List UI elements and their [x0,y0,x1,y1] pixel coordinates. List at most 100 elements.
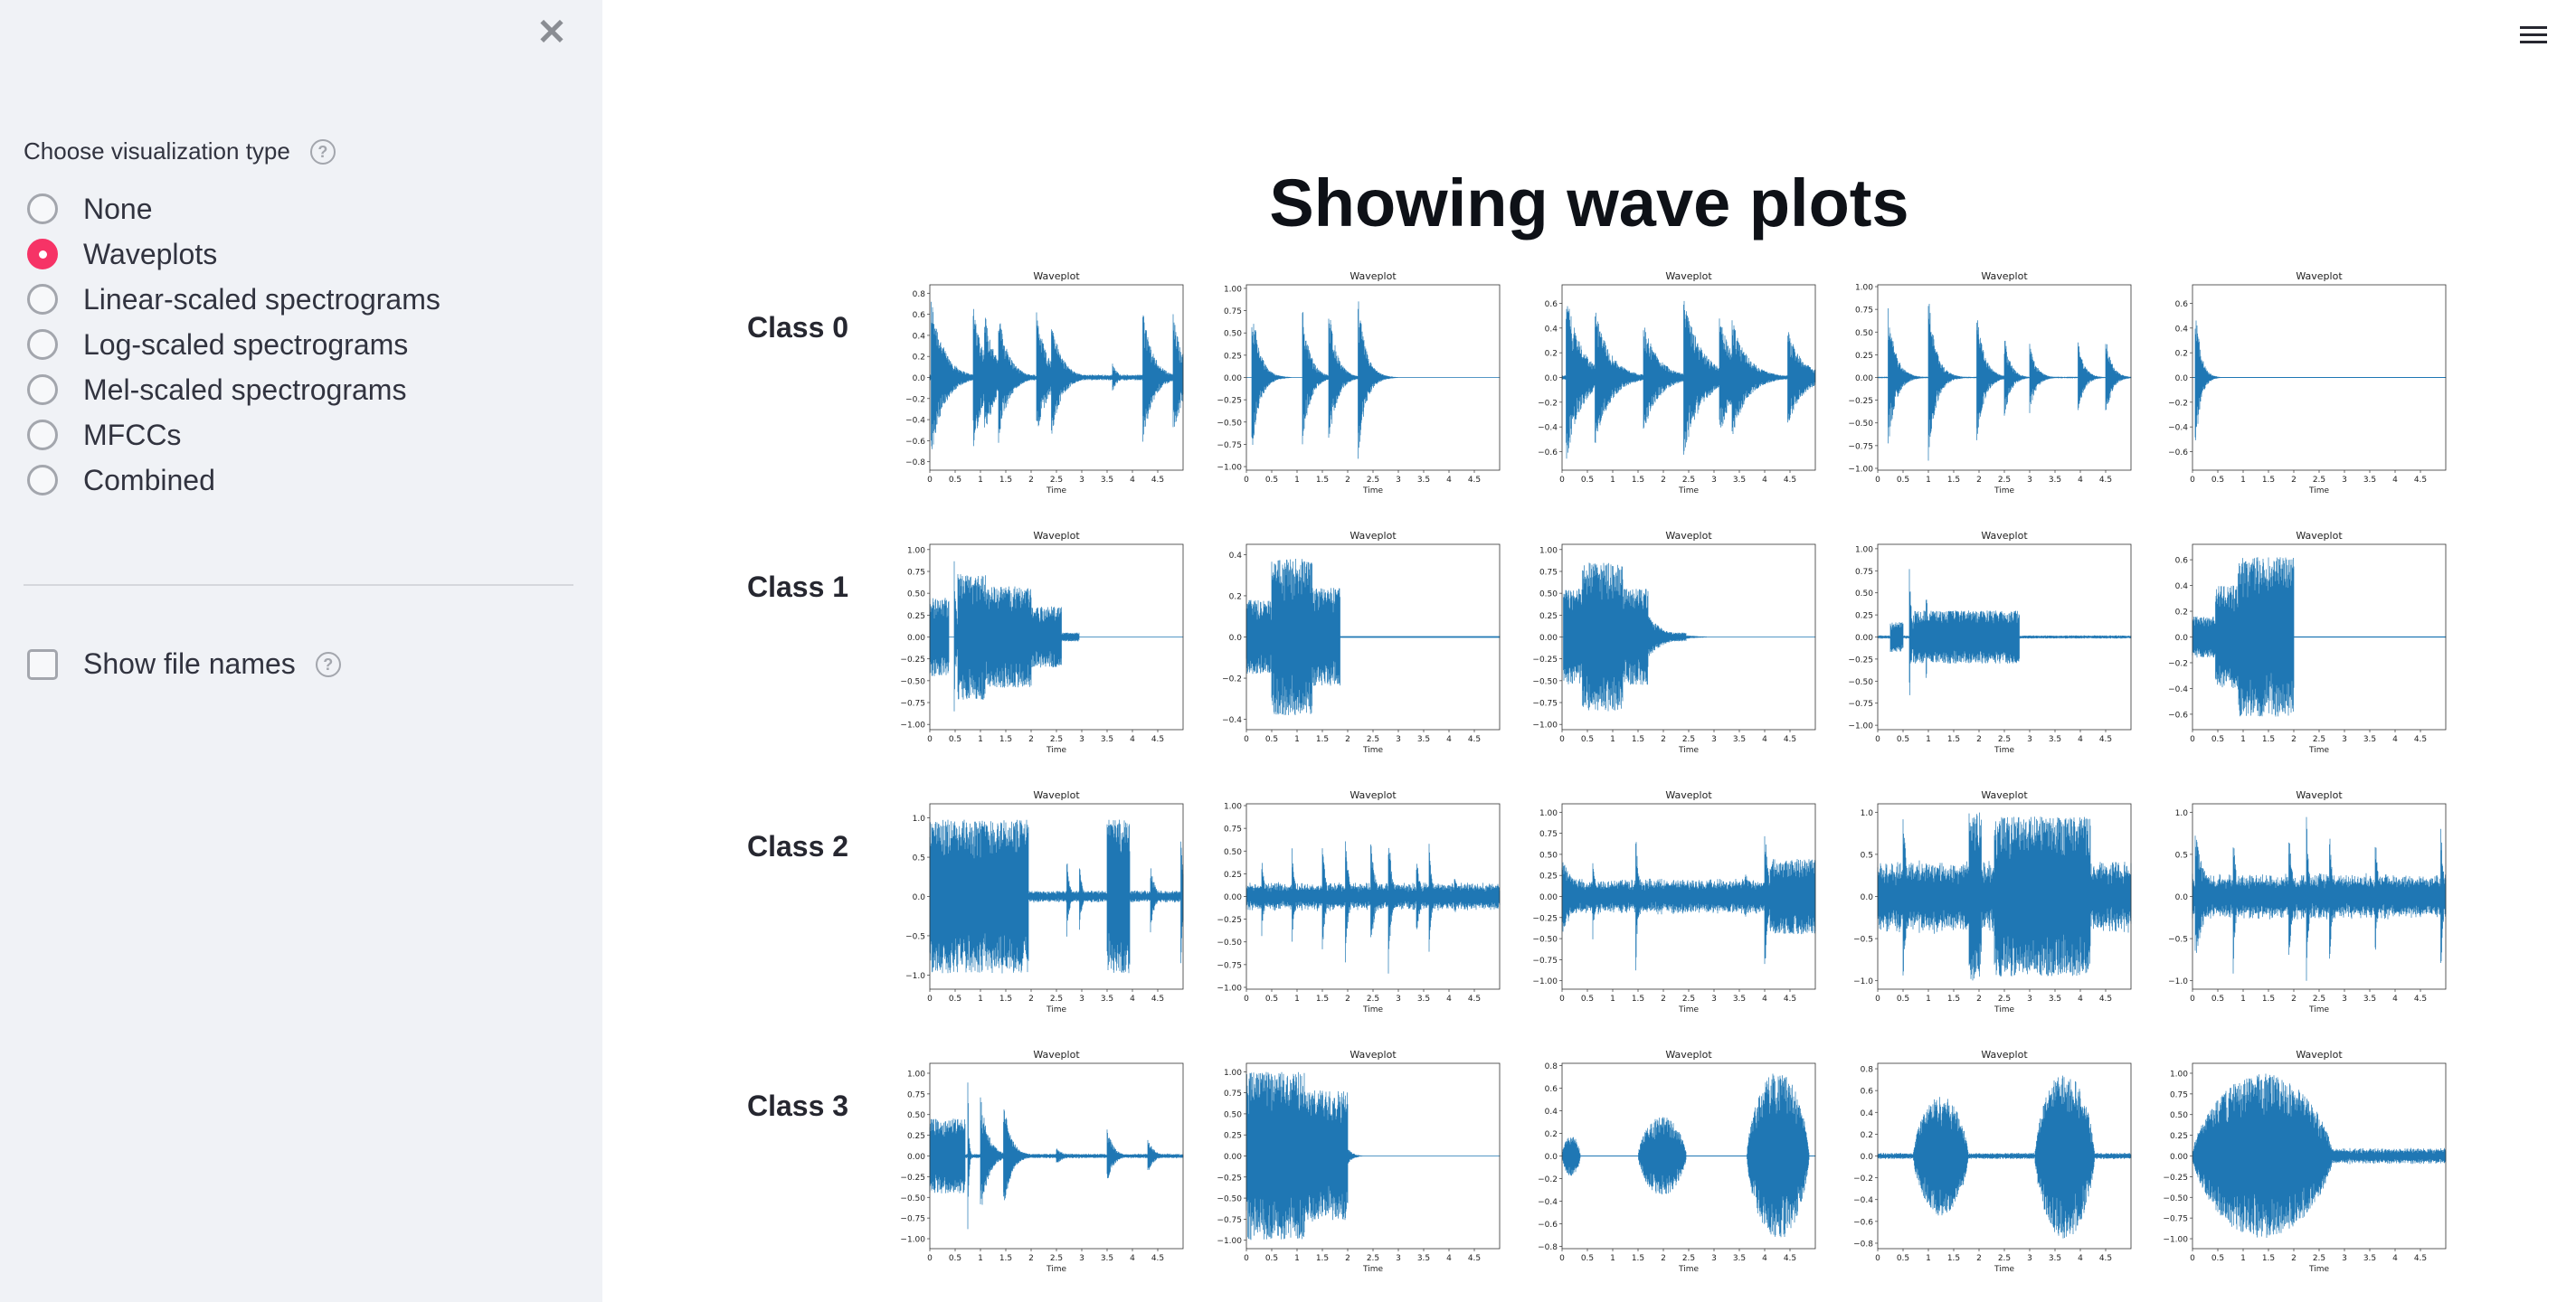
radio-option-waveplots[interactable]: Waveplots [27,231,440,277]
x-tick-label: 3.5 [1733,995,1746,1004]
x-axis-label: Time [1046,486,1066,495]
radio-circle[interactable] [27,239,58,269]
radio-option-combined[interactable]: Combined [27,458,440,503]
x-tick-label: 1 [1294,1254,1300,1263]
y-tick-label: −0.50 [900,1194,925,1203]
x-tick-label: 0 [1875,476,1880,485]
radio-circle[interactable] [27,329,58,360]
checkbox-box[interactable] [27,648,58,680]
help-icon[interactable]: ? [315,651,341,677]
x-tick-label: 0.5 [2211,1254,2224,1263]
y-tick-label: −0.6 [2168,448,2188,458]
y-tick-label: −0.5 [2168,936,2188,945]
x-tick-label: 1.5 [1316,1254,1329,1263]
x-tick-label: 1 [2240,735,2246,744]
y-tick-label: −0.8 [1538,1243,1558,1252]
radio-option-mel-scaled-spectrograms[interactable]: Mel-scaled spectrograms [27,367,440,412]
x-tick-label: 0 [1244,995,1249,1004]
x-tick-label: 2 [1661,995,1666,1004]
x-tick-label: 1.5 [999,1254,1012,1263]
y-tick-label: 1.00 [1224,285,1242,294]
y-tick-label: −1.00 [1532,977,1558,986]
x-tick-label: 2.5 [1367,476,1379,485]
radio-circle[interactable] [27,420,58,450]
x-tick-label: 4.5 [2099,476,2112,485]
x-tick-label: 3.5 [1101,476,1113,485]
x-tick-label: 0 [1559,1254,1565,1263]
y-tick-label: −0.25 [1532,656,1558,665]
y-tick-label: −1.00 [2163,1236,2188,1245]
y-tick-label: 0.75 [1855,568,1873,577]
x-tick-label: 4 [2078,476,2083,485]
y-tick-label: 0.25 [907,1132,925,1141]
radio-option-none[interactable]: None [27,186,440,231]
radio-circle[interactable] [27,374,58,405]
radio-circle[interactable] [27,465,58,495]
x-tick-label: 1.5 [1316,735,1329,744]
x-tick-label: 2 [2291,995,2297,1004]
y-tick-label: 0.8 [913,290,926,299]
x-tick-label: 4 [1130,735,1135,744]
x-tick-label: 0 [2190,1254,2195,1263]
x-tick-label: 3 [2342,1254,2347,1263]
x-axis-label: Time [1678,1005,1699,1014]
x-tick-label: 0.5 [1265,476,1278,485]
x-tick-label: 4.5 [2414,735,2427,744]
x-tick-label: 1.5 [1947,476,1960,485]
y-tick-label: 0.00 [1224,1153,1242,1162]
x-axis-label: Time [1994,1265,2014,1274]
y-tick-label: 0.0 [913,893,926,902]
x-tick-label: 3 [1711,1254,1717,1263]
x-tick-label: 2.5 [1050,735,1063,744]
y-tick-label: 0.8 [1861,1066,1874,1075]
x-tick-label: 4.5 [2414,1254,2427,1263]
x-tick-label: 1.5 [2262,735,2275,744]
waveform [2192,816,2447,981]
radio-option-log-scaled-spectrograms[interactable]: Log-scaled spectrograms [27,322,440,367]
y-tick-label: −0.2 [1222,675,1242,684]
y-tick-label: −0.50 [900,677,925,686]
radio-option-mfccs[interactable]: MFCCs [27,412,440,458]
y-tick-label: 0.00 [907,634,925,643]
y-tick-label: −0.75 [900,700,925,709]
y-tick-label: 0.00 [1855,374,1873,383]
x-tick-label: 0.5 [1581,1254,1594,1263]
waveform [1561,300,1816,459]
x-tick-label: 0 [1559,995,1565,1004]
waveplot-figure: Waveplot −0.6 −0.4 −0.2 0.0 0.2 0.4 0.6 0 0.5 1 1.5… [2168,530,2447,755]
x-axis-label: Time [1994,486,2014,495]
help-icon[interactable]: ? [309,138,336,165]
y-tick-label: −0.6 [2168,711,2188,720]
waveform [1877,569,2132,695]
y-tick-label: −0.4 [2168,424,2188,433]
y-tick-label: 0.0 [2175,634,2189,643]
x-tick-label: 4.5 [1784,735,1796,744]
y-tick-label: −1.00 [1848,465,1873,474]
x-tick-label: 0 [1559,735,1565,744]
radio-option-linear-scaled-spectrograms[interactable]: Linear-scaled spectrograms [27,277,440,322]
x-tick-label: 2.5 [1367,995,1379,1004]
y-tick-label: −0.75 [1848,700,1873,709]
x-axis-label: Time [1046,746,1066,755]
x-tick-label: 2.5 [1682,995,1695,1004]
x-tick-label: 2 [1028,476,1034,485]
y-tick-label: −1.00 [1532,722,1558,731]
close-sidebar-button[interactable]: ✕ [535,13,568,52]
y-tick-label: 0.4 [1545,1108,1558,1117]
radio-circle[interactable] [27,284,58,315]
x-tick-label: 2.5 [1367,735,1379,744]
x-tick-label: 1 [1610,1254,1615,1263]
x-tick-label: 4.5 [2414,476,2427,485]
x-axis-label: Time [1046,1005,1066,1014]
radio-circle[interactable] [27,193,58,224]
x-tick-label: 4 [2392,476,2398,485]
plot-title: Waveplot [1033,270,1080,282]
class-label: Class 2 [747,830,849,863]
y-tick-label: 0.50 [1224,1110,1242,1119]
hamburger-icon[interactable] [2520,22,2547,49]
x-tick-label: 2.5 [1682,1254,1695,1263]
show-file-names-checkbox[interactable]: Show file names ? [27,647,341,681]
plot-title: Waveplot [2296,789,2343,801]
x-tick-label: 1 [1294,735,1300,744]
close-icon: ✕ [536,13,567,52]
